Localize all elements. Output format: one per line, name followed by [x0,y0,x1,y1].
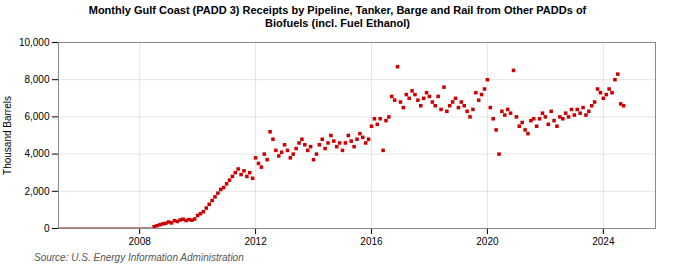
svg-text:2012: 2012 [244,236,267,247]
svg-text:10,000: 10,000 [19,37,50,48]
svg-text:2008: 2008 [129,236,152,247]
svg-text:8,000: 8,000 [24,74,49,85]
svg-text:2020: 2020 [476,236,499,247]
svg-text:2,000: 2,000 [24,186,49,197]
svg-text:4,000: 4,000 [24,148,49,159]
svg-text:6,000: 6,000 [24,111,49,122]
html-text:Monthly Gulf Coast (PADD 3) Re: Monthly Gulf Coast (PADD 3) Receipts by … [88,4,587,29]
svg-text:2016: 2016 [360,236,383,247]
html-text:Source: U.S. Energy Informatio: Source: U.S. Energy Information Administ… [34,252,244,263]
svg-text:2024: 2024 [592,236,615,247]
svg-text:0: 0 [44,223,50,234]
svg-text:Thousand Barrels: Thousand Barrels [2,96,13,175]
